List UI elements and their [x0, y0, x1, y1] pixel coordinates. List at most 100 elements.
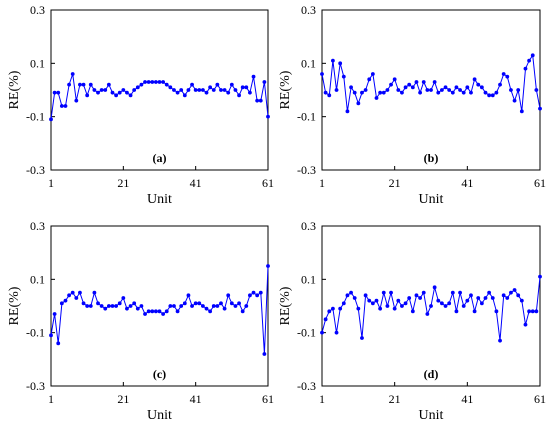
- data-point: [490, 296, 495, 300]
- data-point: [67, 293, 71, 298]
- data-point: [88, 82, 93, 87]
- data-point: [233, 304, 238, 308]
- data-point: [392, 306, 397, 311]
- data-point: [414, 293, 419, 298]
- data-point: [197, 301, 202, 306]
- data-point: [523, 322, 528, 327]
- data-point: [157, 309, 162, 314]
- data-point: [396, 88, 401, 92]
- data-point: [240, 309, 245, 314]
- data-point: [219, 301, 223, 306]
- data-point: [70, 72, 75, 76]
- data-point: [85, 304, 90, 308]
- x-tick-label: 1: [319, 392, 325, 406]
- data-point: [378, 306, 383, 311]
- data-point: [99, 88, 104, 92]
- x-tick-label: 21: [117, 392, 129, 406]
- data-point: [262, 352, 267, 356]
- data-point: [262, 80, 267, 84]
- data-point: [125, 90, 129, 95]
- data-point: [465, 85, 470, 90]
- data-point: [352, 296, 357, 300]
- data-point: [182, 301, 187, 306]
- data-point: [367, 77, 372, 82]
- data-point: [63, 104, 68, 108]
- y-axis-label: RE(%): [278, 286, 293, 325]
- y-tick-label: 0.1: [30, 272, 45, 286]
- data-point: [323, 90, 328, 95]
- data-point: [237, 301, 241, 306]
- x-tick-label: 41: [190, 176, 202, 190]
- y-tick-label: 0.1: [301, 272, 316, 286]
- data-point: [266, 114, 270, 119]
- data-point: [360, 336, 364, 340]
- data-point: [410, 309, 415, 314]
- data-point: [226, 293, 231, 298]
- data-point: [385, 304, 390, 308]
- data-point: [81, 301, 86, 306]
- series-line-d: [321, 276, 541, 341]
- data-point: [132, 301, 137, 306]
- data-point: [117, 301, 122, 306]
- data-point: [523, 66, 528, 71]
- data-point: [168, 85, 173, 90]
- data-point: [139, 304, 144, 308]
- data-point: [498, 82, 502, 87]
- x-tick-label: 61: [534, 392, 546, 406]
- data-point: [363, 293, 368, 298]
- data-point: [201, 304, 205, 308]
- x-tick-label: 41: [461, 176, 473, 190]
- data-point: [161, 80, 166, 84]
- x-tick-label: 1: [48, 176, 54, 190]
- plot-frame-a: [50, 9, 269, 171]
- data-point: [85, 93, 90, 98]
- data-point: [168, 304, 173, 308]
- data-point: [96, 90, 100, 95]
- data-point: [469, 293, 473, 298]
- data-point: [476, 82, 481, 87]
- x-tick-label: 21: [389, 392, 401, 406]
- data-point: [334, 88, 339, 92]
- series-line-b: [321, 53, 541, 112]
- data-point: [229, 82, 234, 87]
- data-point: [49, 117, 53, 122]
- data-point: [175, 309, 180, 314]
- y-axis-label: RE(%): [278, 70, 293, 109]
- x-tick-label: 1: [48, 392, 54, 406]
- y-tick-label: -0.3: [26, 379, 45, 393]
- data-point: [125, 306, 129, 311]
- chart-panel-a: 0.3 0.1 -0.1 -0.31 21 41 61 Unit RE(%) (a): [7, 3, 274, 207]
- data-point: [425, 88, 430, 92]
- data-point: [150, 80, 155, 84]
- data-point: [334, 330, 339, 335]
- data-point: [432, 285, 437, 290]
- data-point: [150, 309, 155, 314]
- data-point: [487, 93, 492, 98]
- data-point: [461, 304, 466, 308]
- data-point: [501, 72, 506, 76]
- data-point: [208, 85, 213, 90]
- data-point: [244, 304, 249, 308]
- data-point: [530, 53, 535, 58]
- data-point: [425, 312, 430, 316]
- data-point: [512, 98, 517, 103]
- y-tick-label: -0.3: [26, 163, 45, 177]
- data-point: [400, 304, 404, 308]
- x-tick-label: 61: [534, 176, 546, 190]
- data-point: [128, 93, 133, 98]
- data-point: [251, 290, 256, 295]
- data-point: [538, 274, 542, 279]
- x-axis-label: Unit: [419, 408, 444, 423]
- data-point: [193, 301, 198, 306]
- data-point: [454, 85, 459, 90]
- data-point: [52, 90, 57, 95]
- data-point: [432, 80, 437, 84]
- data-point: [469, 90, 473, 95]
- data-point: [190, 82, 194, 87]
- data-point: [139, 82, 144, 87]
- data-point: [222, 306, 227, 311]
- y-tick-label: 0.1: [301, 56, 316, 70]
- data-point: [240, 85, 245, 90]
- data-point: [327, 309, 332, 314]
- data-point: [251, 74, 256, 79]
